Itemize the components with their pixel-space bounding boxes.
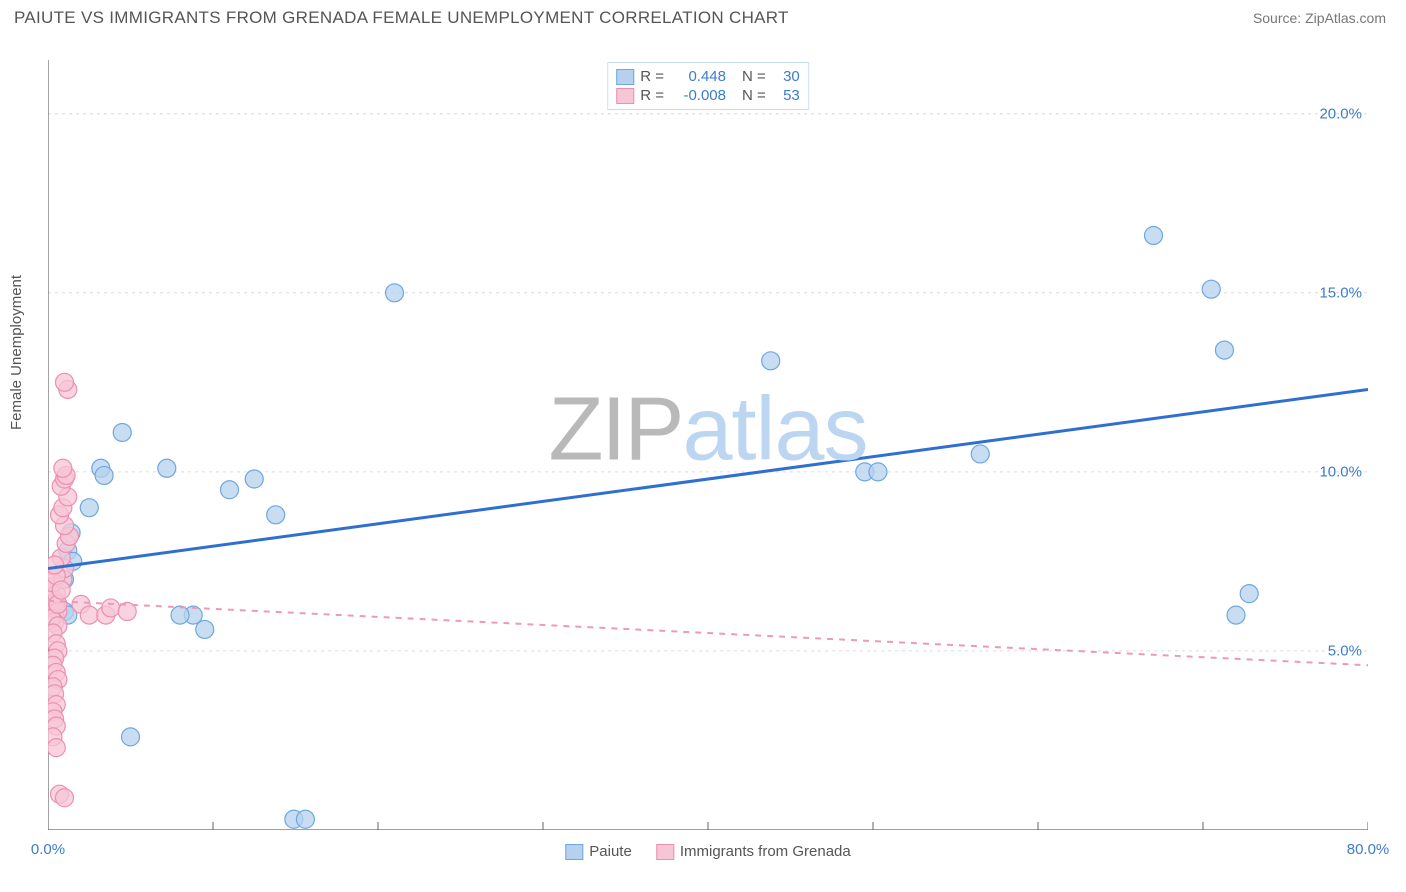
legend-item: Immigrants from Grenada (656, 843, 851, 860)
legend-r-label: R = (640, 68, 664, 85)
y-tick-label: 15.0% (1319, 284, 1362, 301)
y-tick-label: 20.0% (1319, 105, 1362, 122)
legend-n-value: 30 (772, 68, 800, 85)
legend-swatch (565, 844, 583, 860)
legend-swatch (616, 69, 634, 85)
legend-item: Paiute (565, 843, 632, 860)
chart-title: PAIUTE VS IMMIGRANTS FROM GRENADA FEMALE… (14, 8, 789, 28)
legend-r-value: 0.448 (670, 68, 726, 85)
legend-n-value: 53 (772, 87, 800, 104)
chart-header: PAIUTE VS IMMIGRANTS FROM GRENADA FEMALE… (0, 0, 1406, 32)
legend-row: R = -0.008 N = 53 (616, 86, 800, 105)
legend-label: Immigrants from Grenada (680, 843, 851, 860)
legend-n-label: N = (742, 68, 766, 85)
legend-row: R = 0.448 N = 30 (616, 67, 800, 86)
y-axis-label: Female Unemployment (8, 275, 25, 430)
y-tick-label: 5.0% (1328, 642, 1362, 659)
series-legend: Paiute Immigrants from Grenada (565, 843, 850, 860)
legend-label: Paiute (589, 843, 632, 860)
correlation-legend: R = 0.448 N = 30 R = -0.008 N = 53 (607, 62, 809, 110)
y-tick-label: 10.0% (1319, 463, 1362, 480)
legend-n-label: N = (742, 87, 766, 104)
scatter-plot-svg (48, 60, 1368, 830)
x-tick-label: 0.0% (31, 841, 65, 858)
legend-r-label: R = (640, 87, 664, 104)
legend-swatch (616, 88, 634, 104)
chart-area: ZIPatlas R =0.448N =30R =-0.008N =53 Pai… (48, 60, 1368, 830)
legend-r-value: -0.008 (670, 87, 726, 104)
legend-swatch (656, 844, 674, 860)
x-tick-label: 80.0% (1347, 841, 1390, 858)
chart-source: Source: ZipAtlas.com (1253, 10, 1386, 26)
